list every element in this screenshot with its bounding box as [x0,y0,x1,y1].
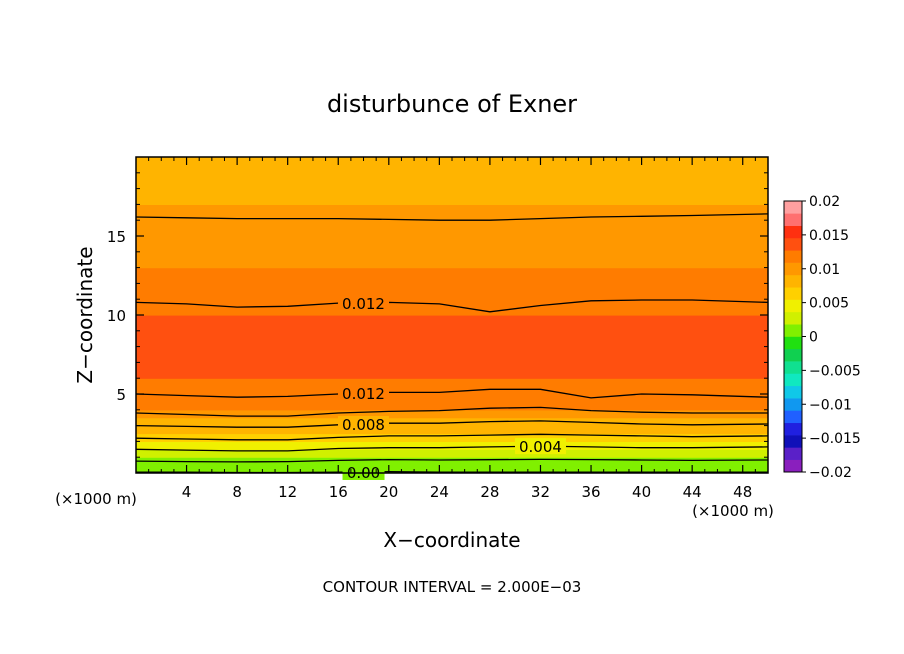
fill-band [136,409,768,419]
x-tick-label: 36 [581,483,600,501]
x-tick-label: 44 [683,483,702,501]
colorbar-segment [784,287,802,300]
contour-label-bg [338,416,390,433]
contour-lines [136,213,768,473]
x-tick-label: 4 [182,483,192,501]
y-tick-label: 5 [116,386,126,404]
fill-band [136,267,768,284]
fill-band [136,172,768,190]
fill-band [136,394,768,403]
colorbar-tick-label: −0.02 [809,465,852,481]
contour-line [136,433,768,441]
colorbar-tick-label: 0 [809,330,818,346]
contour-label: 0.012 [342,385,385,403]
contour-fill-bands [136,157,768,473]
colorbar-segment [784,348,802,362]
fill-band [136,346,768,363]
colorbar-segment [784,410,802,424]
colorbar-segment [784,422,802,436]
x-tick-label: 24 [430,483,449,501]
contour-line [136,420,768,428]
fill-band [136,401,768,411]
contour-label-bg [338,294,390,311]
colorbar-segment [784,324,802,337]
fill-band [136,251,768,269]
y-axis-label: Z−coordinate [73,246,97,383]
colorbar-segment [784,435,802,448]
x-tick-label: 40 [632,483,651,501]
colorbar-segment [784,459,802,473]
contour-label-bg [338,385,390,402]
colorbar-segment [784,262,802,276]
x-tick-label: 8 [232,483,242,501]
x-tick-label: 20 [379,483,398,501]
colorbar-tick-label: −0.01 [809,397,852,413]
fill-band [136,425,768,435]
x-tick-label: 48 [733,483,752,501]
colorbar-segment [784,311,802,325]
colorbar-segment [784,385,802,399]
fill-band [136,378,768,395]
colorbar-segment [784,336,802,350]
colorbar-segment [784,237,802,251]
colorbar-segment [784,299,802,313]
colorbar-segment [784,447,802,460]
fill-band [136,299,768,316]
x-unit-right: (×1000 m) [692,502,774,520]
contour-line [136,388,768,399]
colorbar-segment [784,373,802,387]
colorbar-tick-label: 0.005 [809,296,849,312]
colorbar-tick-label: −0.005 [809,363,861,379]
colorbar-tick-label: 0.01 [809,262,840,278]
fill-band [136,188,768,205]
fill-band [136,362,768,379]
colorbar-segment [784,250,802,263]
y-axis-ticks: 5 10 15 [107,172,768,458]
chart-title: disturbunce of Exner [327,90,577,118]
colorbar-tick-label: −0.015 [809,431,861,447]
x-tick-label: 32 [531,483,550,501]
x-axis-ticks: 4 8 12 16 20 24 28 32 36 40 44 48 [148,157,756,501]
contour-label-bg [514,438,566,455]
contour-line [136,213,768,221]
contour-label: 0.008 [342,416,385,434]
colorbar-segment [784,225,802,239]
contour-line [136,445,768,452]
fill-band [136,417,768,427]
colorbar-segment [784,274,802,288]
x-tick-label: 28 [480,483,499,501]
colorbar-segment [784,201,802,214]
x-axis-label: X−coordinate [383,528,520,552]
contour-line [136,458,768,463]
fill-band [136,330,768,348]
fill-band [136,157,768,174]
contour-label: 0.004 [519,438,562,456]
colorbar: 0.02 0.015 0.01 0.005 0 −0.005 −0.01 −0.015 −0.0… [783,194,861,481]
fill-band [136,283,768,300]
fill-band [136,441,768,450]
colorbar-tick-label: 0.02 [809,194,840,210]
y-tick-label: 15 [107,228,126,246]
x-tick-label: 16 [329,483,348,501]
colorbar-segment [784,398,802,411]
y-tick-label: 10 [107,307,126,325]
colorbar-tick-label: 0.015 [809,228,849,244]
colorbar-segment [784,213,802,226]
contour-line [136,299,768,313]
colorbar-segment [784,361,802,374]
x-unit-left: (×1000 m) [55,490,137,508]
fill-band [136,457,768,466]
fill-band [136,220,768,237]
contour-label: 0.012 [342,295,385,313]
fill-band [136,315,768,332]
fill-band [136,433,768,442]
contour-line [136,406,768,417]
fill-band [136,236,768,253]
x-tick-label: 12 [278,483,297,501]
contour-interval-footer: CONTOUR INTERVAL = 2.000E−03 [323,578,582,596]
fill-band [136,449,768,458]
